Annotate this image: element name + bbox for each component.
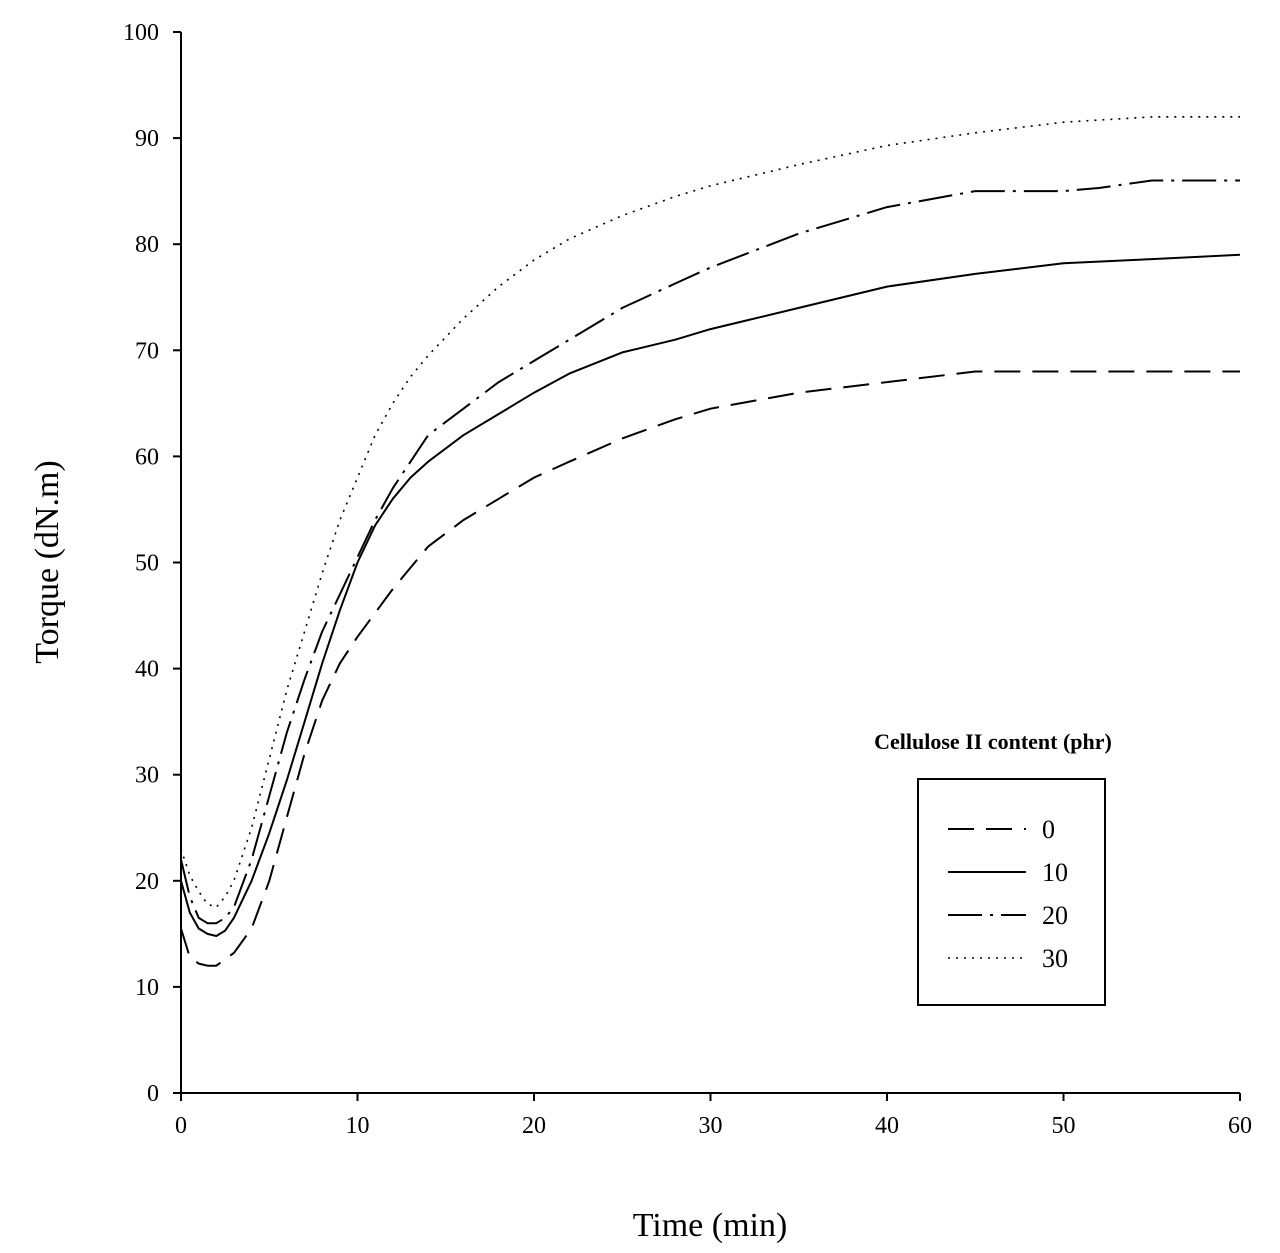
legend: Cellulose II content (phr) 0 10 20 30 [874, 729, 1112, 1006]
x-ticks: 0 10 20 30 40 50 60 [175, 1093, 1252, 1139]
series-line-0 [180, 370, 1240, 967]
y-tick-label-70: 70 [135, 338, 159, 364]
y-tick-label-100: 100 [123, 20, 159, 46]
legend-label-10: 10 [1042, 858, 1068, 887]
x-tick-label-40: 40 [875, 1113, 899, 1139]
x-tick-label-60: 60 [1228, 1113, 1252, 1139]
y-tick-label-90: 90 [135, 126, 159, 152]
legend-label-0: 0 [1042, 815, 1055, 844]
series-lines [180, 116, 1241, 967]
x-tick-label-10: 10 [346, 1113, 370, 1139]
legend-label-20: 20 [1042, 901, 1068, 930]
x-tick-label-20: 20 [522, 1113, 546, 1139]
series-line-20 [180, 179, 1240, 925]
x-axis-title: Time (min) [633, 1207, 788, 1244]
series-line-30 [180, 116, 1240, 909]
legend-label-30: 30 [1042, 944, 1068, 973]
y-tick-label-50: 50 [135, 551, 159, 577]
y-tick-label-60: 60 [135, 444, 159, 470]
legend-box [917, 778, 1106, 1006]
x-tick-label-30: 30 [699, 1113, 723, 1139]
y-tick-label-20: 20 [135, 869, 159, 895]
x-tick-label-50: 50 [1052, 1113, 1076, 1139]
y-tick-label-80: 80 [135, 232, 159, 258]
series-line-10 [180, 253, 1241, 937]
y-tick-label-40: 40 [135, 657, 159, 683]
y-axis-title: Torque (dN.m) [29, 460, 66, 663]
x-tick-label-0: 0 [175, 1113, 187, 1139]
legend-title: Cellulose II content (phr) [874, 729, 1112, 754]
y-tick-label-0: 0 [147, 1081, 159, 1107]
y-ticks: 0 10 20 30 40 50 60 70 80 90 100 [123, 20, 181, 1107]
y-tick-label-30: 30 [135, 763, 159, 789]
y-tick-label-10: 10 [135, 975, 159, 1001]
legend-items: 0 10 20 30 [948, 815, 1068, 973]
